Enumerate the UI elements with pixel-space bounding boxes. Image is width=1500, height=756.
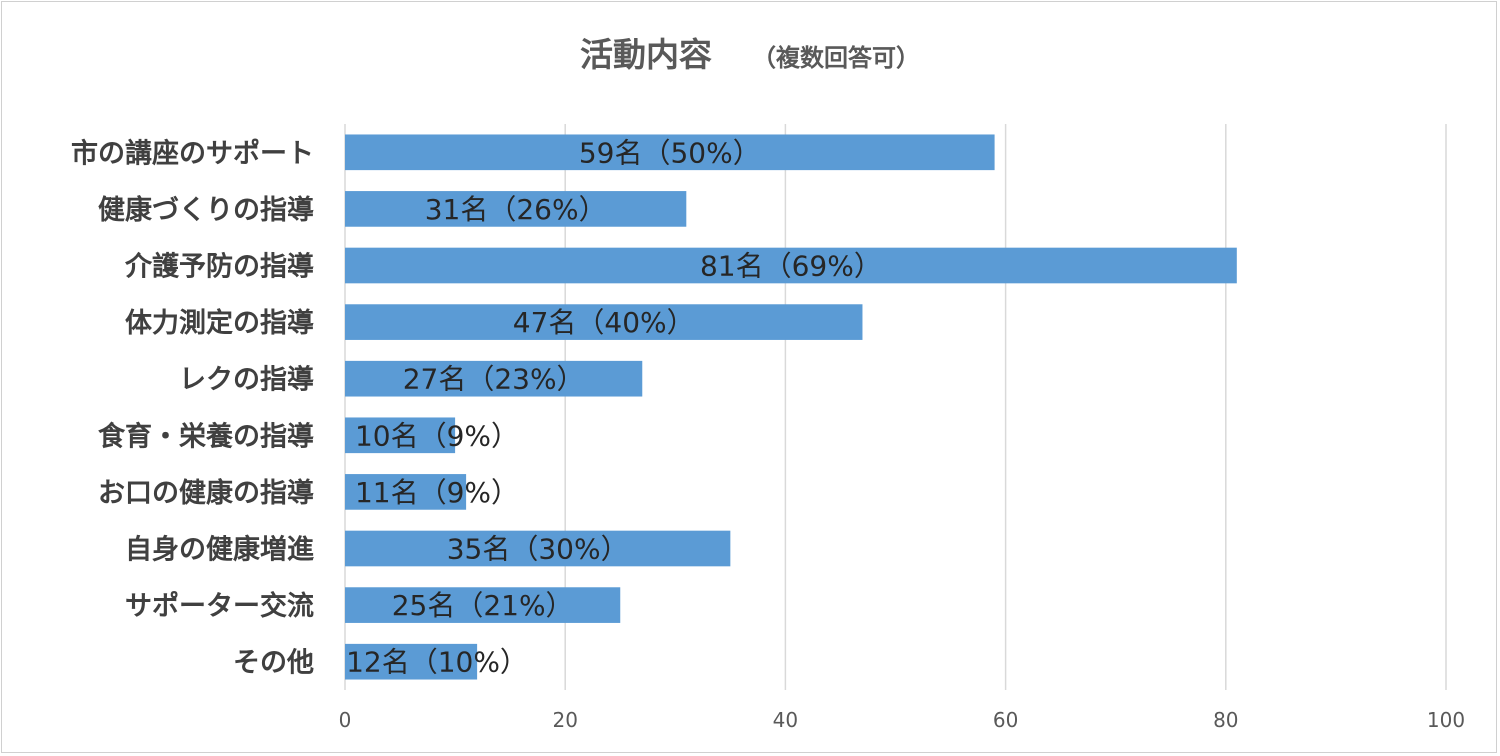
x-tick-label: 100 bbox=[1427, 708, 1465, 732]
data-label: 81名（69%） bbox=[700, 250, 882, 283]
bar bbox=[345, 247, 1237, 284]
x-tick-label: 80 bbox=[1213, 708, 1238, 732]
data-label: 35名（30%） bbox=[447, 533, 629, 566]
x-tick-labels: 0 20 40 60 80 100 bbox=[339, 708, 1465, 732]
bars bbox=[345, 134, 1237, 680]
data-label: 11名（9%） bbox=[355, 476, 519, 509]
bar bbox=[345, 134, 995, 171]
bar bbox=[345, 474, 467, 510]
bar bbox=[345, 417, 456, 454]
category-label: 健康づくりの指導 bbox=[98, 194, 314, 226]
data-label: 47名（40%） bbox=[513, 306, 695, 339]
data-label: 10名（9%） bbox=[355, 419, 519, 452]
category-label: 自身の健康増進 bbox=[125, 534, 314, 566]
data-label: 31名（26%） bbox=[425, 193, 607, 226]
chart-title: 活動内容 （複数回答可） bbox=[0, 28, 1500, 76]
data-label: 59名（50%） bbox=[579, 136, 761, 169]
chart-title-main: 活動内容 bbox=[580, 35, 712, 74]
category-label: 市の講座のサポート bbox=[71, 137, 314, 169]
category-label: 体力測定の指導 bbox=[125, 307, 314, 339]
bar bbox=[345, 643, 478, 680]
x-tick-label: 40 bbox=[773, 708, 798, 732]
bar bbox=[345, 304, 863, 340]
x-tick-label: 0 bbox=[339, 708, 352, 732]
bar bbox=[345, 587, 621, 623]
x-tick-label: 20 bbox=[552, 708, 577, 732]
data-label: 12名（10%） bbox=[346, 646, 528, 679]
category-label: 介護予防の指導 bbox=[124, 251, 314, 283]
category-labels: 市の講座のサポート健康づくりの指導介護予防の指導体力測定の指導レクの指導食育・栄… bbox=[71, 137, 314, 678]
category-label: お口の健康の指導 bbox=[98, 477, 314, 509]
bar bbox=[345, 191, 687, 227]
bar bbox=[345, 360, 643, 397]
bar bbox=[345, 530, 731, 567]
category-label: レクの指導 bbox=[179, 364, 314, 396]
category-label: その他 bbox=[233, 648, 314, 679]
category-label: 食育・栄養の指導 bbox=[98, 420, 314, 452]
data-label: 27名（23%） bbox=[403, 363, 585, 396]
category-label: サポーター交流 bbox=[125, 590, 314, 622]
data-labels: 59名（50%） 31名（26%） 81名（69%）47名（40%） 27名（23%）… bbox=[346, 136, 882, 678]
data-label: 25名（21%） bbox=[392, 589, 574, 622]
x-tick-label: 60 bbox=[993, 708, 1018, 732]
chart-subtitle: （複数回答可） bbox=[752, 44, 920, 72]
